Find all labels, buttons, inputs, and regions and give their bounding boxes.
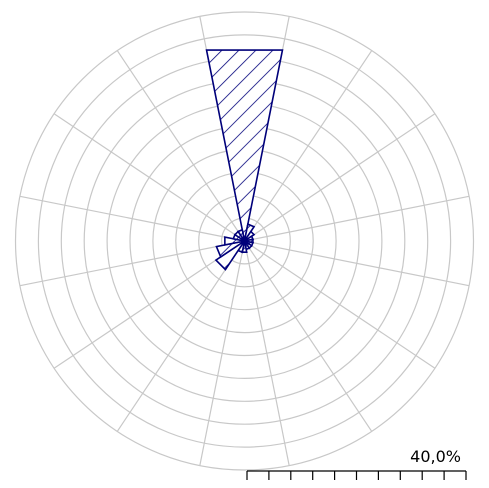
grid-spoke [19,195,245,242]
grid-spoke [244,195,470,242]
grid-spoke [199,240,246,466]
grid-spoke [53,113,245,242]
wind-petal [236,228,246,242]
grid-spoke [244,240,436,369]
grid-ring [37,34,452,448]
scale-bar: 40,0% [246,447,467,480]
scale-label: 40,0% [410,447,461,466]
grid-spoke [244,240,373,432]
grid-spoke [19,240,245,287]
grid-spoke [116,240,245,432]
grid-spoke [244,240,470,287]
grid-spoke [244,113,436,242]
grid-spoke [53,240,245,369]
grid-ring [14,11,475,471]
grid-spoke [243,240,290,466]
grid-spoke [116,50,245,242]
grid-spoke [244,50,373,242]
wind-petal [205,49,284,242]
petal-layer [205,49,284,271]
